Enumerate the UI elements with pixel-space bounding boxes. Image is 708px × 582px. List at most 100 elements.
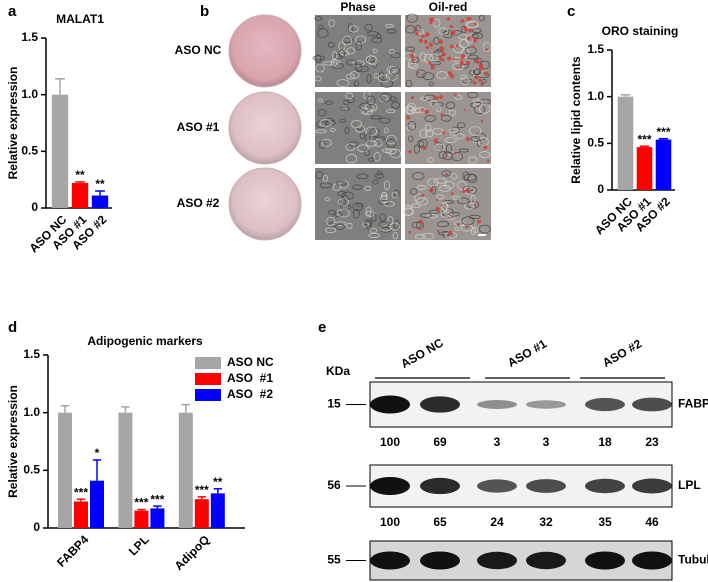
cell-texture <box>350 120 362 129</box>
cell-texture <box>405 105 414 115</box>
lipid-droplet <box>428 42 434 47</box>
cell-texture <box>455 133 465 139</box>
cell-texture <box>432 18 441 28</box>
lipid-droplet <box>472 80 477 85</box>
cell-texture <box>322 61 335 66</box>
lipid-droplet <box>465 136 470 142</box>
bar <box>91 195 109 208</box>
panel-letter: d <box>8 319 17 336</box>
lipid-droplet <box>406 24 410 28</box>
band-quantification: 46 <box>645 515 659 529</box>
significance-label: *** <box>637 132 651 146</box>
legend-label: ASO NC <box>227 355 274 369</box>
cell-texture <box>374 173 385 179</box>
lipid-droplet <box>465 188 470 193</box>
lipid-droplet <box>422 145 427 150</box>
cell-texture <box>408 62 419 70</box>
bar <box>150 508 165 528</box>
cell-texture <box>346 59 358 66</box>
cell-texture <box>366 95 376 106</box>
cell-texture <box>347 23 354 34</box>
lipid-droplet <box>477 219 482 224</box>
y-tick-label: 0 <box>31 200 38 214</box>
blot-band <box>370 395 410 414</box>
cell-texture <box>411 203 422 208</box>
blot-band <box>526 479 566 493</box>
lipid-droplet <box>406 115 411 120</box>
cell-texture <box>392 231 399 240</box>
culture-plate <box>228 14 302 88</box>
culture-plate <box>228 167 302 241</box>
lipid-droplet <box>418 227 421 231</box>
cell-texture <box>338 49 346 58</box>
cell-texture <box>383 127 389 134</box>
lipid-droplet <box>474 58 480 64</box>
x-tick-label: LPL <box>126 532 152 558</box>
bar <box>178 412 193 528</box>
significance-label: *** <box>195 483 209 497</box>
cell-texture <box>319 119 332 127</box>
lipid-droplet <box>478 78 482 83</box>
significance-label: *** <box>134 496 148 510</box>
cell-texture <box>407 120 416 131</box>
y-tick-label: 1.5 <box>21 30 38 44</box>
cell-texture <box>364 185 372 192</box>
cell-texture <box>445 137 457 144</box>
y-tick-label: 0 <box>597 182 604 196</box>
lipid-droplet <box>412 28 415 32</box>
band-quantification: 3 <box>543 435 550 449</box>
bar <box>118 412 133 528</box>
cell-texture <box>368 157 375 162</box>
cell-texture <box>328 19 336 27</box>
cell-texture <box>420 96 429 101</box>
cell-texture <box>467 91 479 99</box>
legend-label: ASO #2 <box>227 387 273 401</box>
cell-texture <box>464 46 477 55</box>
row-label: ASO #1 <box>177 120 220 134</box>
cell-texture <box>352 202 363 212</box>
y-tick-label: 1.0 <box>23 405 40 419</box>
blot-membrane <box>369 381 673 428</box>
cell-texture <box>343 99 350 106</box>
cell-texture <box>373 73 379 79</box>
y-tick-label: 1.5 <box>587 42 604 56</box>
lipid-droplet <box>485 48 489 51</box>
cell-texture <box>355 125 365 133</box>
cell-texture <box>389 49 395 55</box>
cell-texture <box>390 52 401 59</box>
lipid-droplet <box>480 119 484 123</box>
lipid-droplet <box>421 108 424 111</box>
cell-texture <box>454 226 460 231</box>
cell-texture <box>416 197 429 206</box>
cell-texture <box>435 105 442 113</box>
lipid-droplet <box>418 219 423 224</box>
cell-texture <box>352 184 363 190</box>
lipid-droplet <box>438 39 443 45</box>
cell-texture <box>389 67 401 75</box>
lipid-droplet <box>472 45 475 48</box>
blot-band <box>477 551 517 570</box>
cell-texture <box>426 213 438 219</box>
lipid-droplet <box>449 24 453 29</box>
cell-texture <box>330 128 336 132</box>
cell-texture <box>435 194 445 200</box>
blot-band <box>632 478 672 494</box>
cell-texture <box>348 141 359 147</box>
cell-texture <box>364 211 375 217</box>
significance-label: ** <box>213 475 223 489</box>
cell-texture <box>478 224 491 234</box>
cell-texture <box>344 126 350 135</box>
cell-texture <box>340 203 352 211</box>
significance-label: * <box>95 446 100 460</box>
band-quantification: 18 <box>598 435 612 449</box>
lipid-droplet <box>459 60 464 66</box>
cell-texture <box>428 53 438 62</box>
cell-texture <box>321 138 332 147</box>
bar <box>51 94 69 208</box>
cell-texture <box>367 31 379 37</box>
lipid-droplet <box>408 150 412 154</box>
cell-texture <box>355 41 362 51</box>
lipid-droplet <box>436 229 440 233</box>
cell-texture <box>365 140 378 147</box>
cell-texture <box>467 54 479 60</box>
